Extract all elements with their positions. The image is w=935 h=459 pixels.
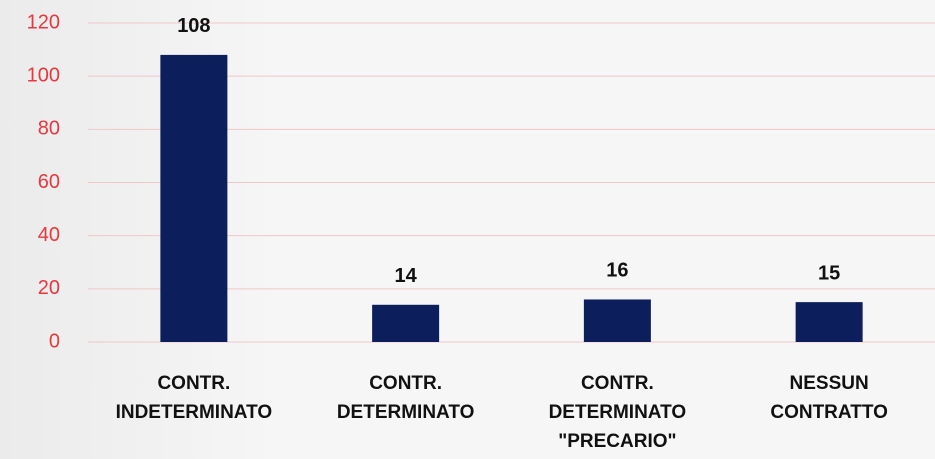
- bar: [372, 304, 440, 342]
- y-tick-label: 40: [38, 224, 60, 246]
- y-tick-label: 20: [38, 277, 60, 299]
- x-tick-label: CONTRATTO: [770, 402, 888, 423]
- bar: [160, 54, 228, 343]
- x-tick-label: CONTR.: [157, 373, 230, 394]
- y-tick-label: 0: [49, 330, 60, 352]
- x-tick-label: DETERMINATO: [337, 402, 475, 423]
- x-tick-label: "PRECARIO": [558, 431, 676, 452]
- bar: [795, 302, 863, 342]
- x-tick-label: CONTR.: [369, 373, 442, 394]
- data-label: 16: [606, 260, 628, 282]
- y-tick-label: 80: [38, 118, 60, 140]
- x-tick-label: NESSUN: [790, 373, 869, 394]
- y-tick-label: 60: [38, 171, 60, 193]
- x-tick-label: CONTR.: [581, 373, 654, 394]
- y-tick-label: 120: [27, 11, 60, 33]
- x-tick-label: INDETERMINATO: [116, 402, 273, 423]
- bar: [583, 299, 651, 342]
- y-tick-label: 100: [27, 64, 60, 86]
- x-tick-label: DETERMINATO: [549, 402, 687, 423]
- data-label: 14: [395, 265, 418, 287]
- data-label: 15: [818, 262, 840, 284]
- data-label: 108: [177, 15, 210, 37]
